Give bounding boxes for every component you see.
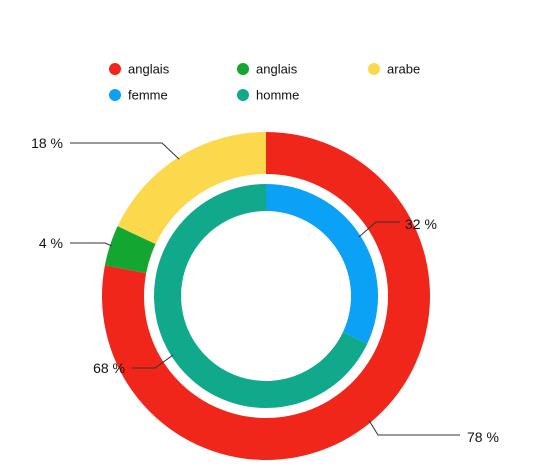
- legend-item[interactable]: anglais: [237, 62, 298, 77]
- legend-label: anglais: [256, 62, 298, 77]
- data-labels: 78 % 4 % 18 % 32 % 68 %: [31, 135, 499, 445]
- legend-label: arabe: [387, 62, 420, 77]
- legend-marker: [237, 89, 249, 101]
- slice-data-label: 68 %: [93, 360, 125, 376]
- legend-label: homme: [256, 88, 299, 103]
- legend-item[interactable]: femme: [109, 88, 168, 103]
- leader-line: [358, 221, 400, 238]
- leader-line: [132, 354, 174, 369]
- legend-item[interactable]: homme: [237, 88, 299, 103]
- slice-data-label: 4 %: [39, 235, 63, 251]
- slice-data-label: 32 %: [405, 216, 437, 232]
- legend-marker: [109, 63, 121, 75]
- slice-data-label: 18 %: [31, 135, 63, 151]
- legend-item[interactable]: arabe: [368, 62, 420, 77]
- legend-label: anglais: [128, 62, 170, 77]
- donut-slice[interactable]: [266, 184, 378, 344]
- donut-slice[interactable]: [104, 226, 156, 274]
- legend-marker: [368, 63, 380, 75]
- leader-line: [70, 142, 180, 160]
- legend-label: femme: [128, 88, 168, 103]
- leader-lines: [70, 142, 460, 436]
- leader-line: [70, 242, 113, 247]
- legend-marker: [109, 89, 121, 101]
- legend-marker: [237, 63, 249, 75]
- leader-line: [368, 420, 460, 436]
- legend-item[interactable]: anglais: [109, 62, 170, 77]
- chart-legend: anglais anglais arabe femme homme: [109, 62, 420, 103]
- slice-data-label: 78 %: [467, 429, 499, 445]
- outer-ring: [101, 132, 431, 461]
- donut-slice[interactable]: [117, 132, 266, 245]
- inner-ring: [154, 184, 378, 408]
